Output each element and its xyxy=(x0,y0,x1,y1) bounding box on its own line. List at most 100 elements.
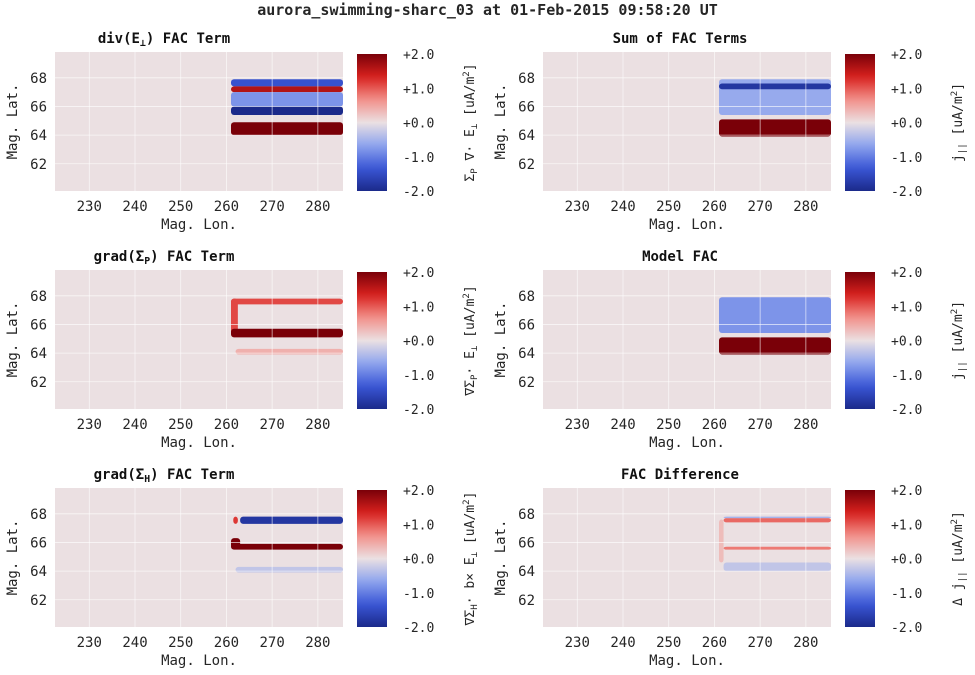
heatmap-cell-3 xyxy=(231,543,343,550)
x-tick-label: 280 xyxy=(793,199,818,215)
y-tick-label: 68 xyxy=(30,507,47,523)
colorbar-label: j|| [uA/m2] xyxy=(950,83,968,162)
colorbar xyxy=(845,54,875,191)
y-tick-label: 66 xyxy=(518,99,535,115)
plot-area xyxy=(55,52,343,191)
heatmap-cell-4 xyxy=(719,519,724,563)
x-tick-label: 240 xyxy=(610,635,635,651)
x-tick-label: 280 xyxy=(305,417,330,433)
y-tick-label: 62 xyxy=(518,593,535,609)
heatmap-layer xyxy=(719,516,831,572)
x-tick-label: 270 xyxy=(747,199,772,215)
colorbar-tick-label: +2.0 xyxy=(403,266,434,281)
x-tick-label: 280 xyxy=(305,199,330,215)
heatmap-cell-2 xyxy=(231,328,343,338)
x-tick-label: 230 xyxy=(565,417,590,433)
heatmap-layer xyxy=(719,79,831,137)
x-tick-label: 260 xyxy=(702,635,727,651)
colorbar-tick-label: -2.0 xyxy=(403,621,434,636)
x-tick-label: 280 xyxy=(793,635,818,651)
heatmap-cell-2 xyxy=(719,119,831,137)
colorbar-tick-label: +0.0 xyxy=(891,117,922,132)
colorbar-tick-label: -1.0 xyxy=(891,587,922,602)
colorbar-tick-label: -1.0 xyxy=(403,587,434,602)
colorbar-tick-label: +1.0 xyxy=(891,82,922,97)
y-tick-label: 62 xyxy=(30,593,47,609)
x-tick-label: 270 xyxy=(747,635,772,651)
x-tick-label: 270 xyxy=(259,635,284,651)
y-tick-label: 64 xyxy=(518,128,535,144)
x-tick-label: 240 xyxy=(610,199,635,215)
colorbar-tick-label: +0.0 xyxy=(891,335,922,350)
x-tick-label: 250 xyxy=(656,199,681,215)
heatmap-cell-1 xyxy=(233,516,238,524)
y-tick-label: 66 xyxy=(30,99,47,115)
x-tick-label: 260 xyxy=(214,635,239,651)
y-tick-label: 66 xyxy=(518,535,535,551)
y-axis-label: Mag. Lat. xyxy=(5,84,21,160)
x-axis-label: Mag. Lon. xyxy=(161,435,237,451)
x-tick-label: 230 xyxy=(565,199,590,215)
x-tick-label: 230 xyxy=(77,199,102,215)
y-tick-label: 62 xyxy=(518,375,535,391)
colorbar-tick-label: -1.0 xyxy=(403,369,434,384)
colorbar-tick-label: -1.0 xyxy=(891,151,922,166)
y-tick-label: 68 xyxy=(30,289,47,305)
heatmap-cell-2 xyxy=(723,546,831,550)
heatmap-cell-2 xyxy=(231,92,343,107)
colorbar-label: ∇ΣP· E⊥ [uA/m2] xyxy=(462,285,480,396)
plot-area xyxy=(55,488,343,627)
colorbar-tick-label: +2.0 xyxy=(403,48,434,63)
x-tick-label: 230 xyxy=(77,417,102,433)
y-axis-label: Mag. Lat. xyxy=(5,302,21,378)
y-axis-label: Mag. Lat. xyxy=(5,520,21,596)
colorbar xyxy=(357,490,387,627)
plot-area xyxy=(543,488,831,627)
x-tick-label: 240 xyxy=(122,199,147,215)
colorbar-tick-label: -2.0 xyxy=(891,403,922,418)
panel-title: FAC Difference xyxy=(621,467,739,483)
colorbar-tick-label: +1.0 xyxy=(403,300,434,315)
heatmap-cell-4 xyxy=(231,122,343,136)
y-tick-label: 68 xyxy=(30,71,47,87)
heatmap-cell-0 xyxy=(231,298,343,305)
y-axis-label: Mag. Lat. xyxy=(493,302,509,378)
plot-area xyxy=(55,270,343,409)
y-tick-label: 66 xyxy=(30,535,47,551)
colorbar xyxy=(845,272,875,409)
colorbar-tick-label: +0.0 xyxy=(891,553,922,568)
x-tick-label: 280 xyxy=(793,417,818,433)
page-title: aurora_swimming-sharc_03 at 01-Feb-2015 … xyxy=(257,1,718,19)
x-tick-label: 260 xyxy=(214,417,239,433)
colorbar-tick-label: -2.0 xyxy=(403,403,434,418)
panel-2: 230 240 250 260 270 280 62 64 66 68 Mag. Lon. Mag. … xyxy=(5,249,480,451)
x-tick-label: 250 xyxy=(656,635,681,651)
colorbar xyxy=(357,272,387,409)
colorbar-tick-label: -2.0 xyxy=(891,621,922,636)
colorbar-tick-label: -2.0 xyxy=(891,185,922,200)
colorbar-label: j|| [uA/m2] xyxy=(950,301,968,380)
colorbar-tick-label: -1.0 xyxy=(403,151,434,166)
y-tick-label: 66 xyxy=(30,317,47,333)
x-tick-label: 250 xyxy=(656,417,681,433)
x-tick-label: 280 xyxy=(305,635,330,651)
x-axis-label: Mag. Lon. xyxy=(161,217,237,233)
y-tick-label: 68 xyxy=(518,71,535,87)
panel-5: 230 240 250 260 270 280 62 64 66 68 Mag. Lon. Mag. … xyxy=(493,467,968,669)
x-axis-label: Mag. Lon. xyxy=(649,217,725,233)
x-tick-label: 230 xyxy=(77,635,102,651)
panel-3: 230 240 250 260 270 280 62 64 66 68 Mag. Lon. Mag. … xyxy=(493,249,968,451)
y-tick-label: 68 xyxy=(518,289,535,305)
y-tick-label: 64 xyxy=(30,128,47,144)
x-tick-label: 230 xyxy=(565,635,590,651)
colorbar-tick-label: +2.0 xyxy=(891,484,922,499)
x-tick-label: 260 xyxy=(702,417,727,433)
colorbar-label: ΣP ∇· E⊥ [uA/m2] xyxy=(462,63,480,181)
x-tick-label: 270 xyxy=(747,417,772,433)
heatmap-layer xyxy=(231,79,343,136)
x-tick-label: 250 xyxy=(168,635,193,651)
x-axis-label: Mag. Lon. xyxy=(649,653,725,669)
y-axis-label: Mag. Lat. xyxy=(493,84,509,160)
heatmap-cell-0 xyxy=(719,297,831,334)
y-tick-label: 68 xyxy=(518,507,535,523)
